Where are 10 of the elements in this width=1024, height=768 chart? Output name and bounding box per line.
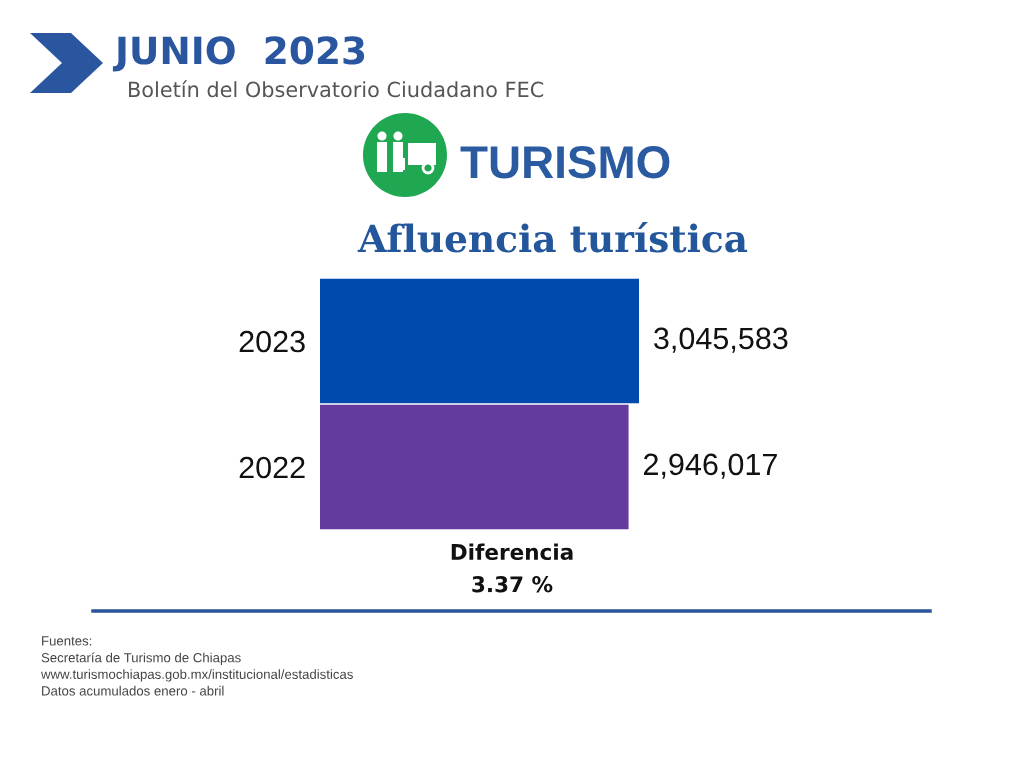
- data-label: 3,045,583: [654, 327, 788, 353]
- text: JUNIO 2023: [112, 36, 365, 72]
- text: Diferencia 3.37 %: [451, 543, 573, 593]
- source-note: Fuentes: Secretaría de Turismo de Chiapas www.turismochiapas.gob.mx/institucional/estadisticas Datos acumulados enero - abril: [40, 636, 353, 696]
- text: Boletín del Observatorio Ciudadano FEC: [129, 80, 544, 98]
- data-label: 2,946,017: [644, 453, 777, 479]
- text: TURISMO: [460, 146, 670, 179]
- chart-title: Afluencia turística: [357, 222, 748, 253]
- y-tick-label: 2022: [239, 456, 305, 479]
- y-tick-label: 2023: [239, 330, 305, 353]
